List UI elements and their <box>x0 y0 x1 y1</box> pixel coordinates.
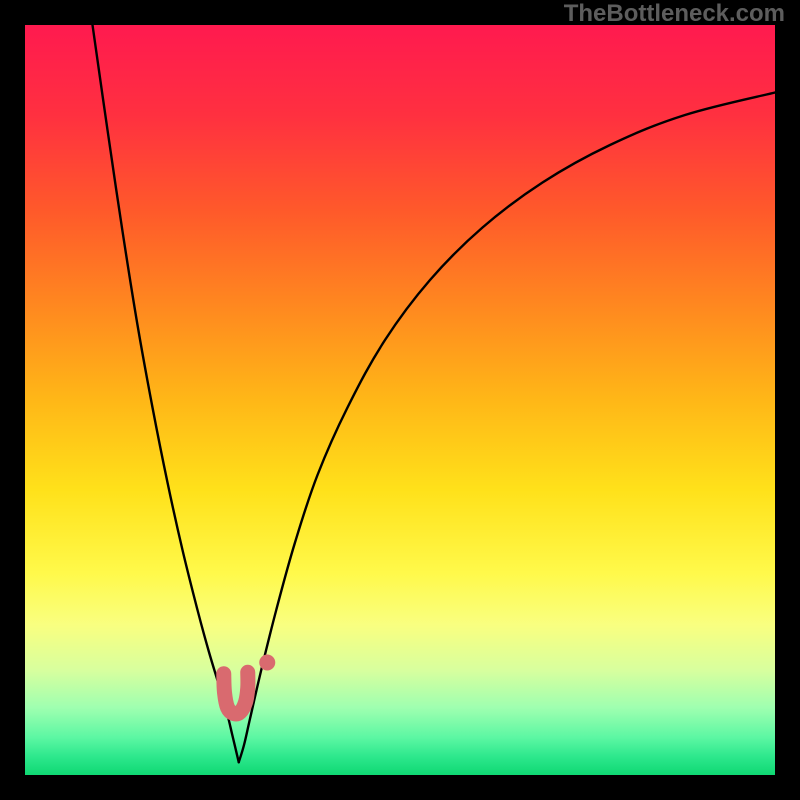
figure-root: TheBottleneck.com <box>0 0 800 800</box>
curves-layer <box>25 25 775 775</box>
curve-right-branch <box>239 93 775 763</box>
marker-dot <box>259 655 275 671</box>
curve-left-branch <box>93 25 239 762</box>
plot-area <box>25 25 775 775</box>
marker-u-shape <box>224 672 248 714</box>
watermark-text: TheBottleneck.com <box>564 0 785 28</box>
